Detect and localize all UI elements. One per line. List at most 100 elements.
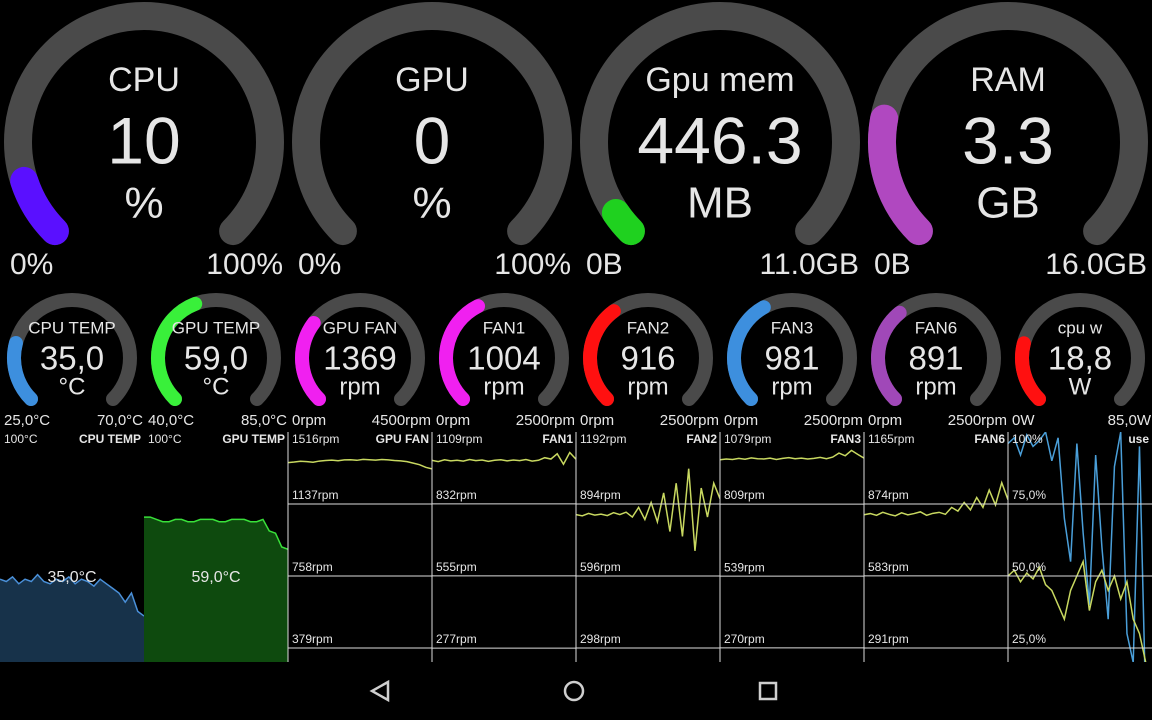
gauge-unit: rpm — [339, 373, 380, 400]
gauge-title: GPU — [395, 61, 469, 99]
y-tick-label: 555rpm — [436, 560, 477, 574]
gauge-fill — [151, 296, 203, 407]
panel-title: FAN6 — [974, 432, 1005, 446]
recents-button[interactable] — [758, 681, 778, 701]
y-tick-label: 539rpm — [724, 560, 765, 574]
gauge-fill — [601, 199, 645, 246]
y-tick-label: 379rpm — [292, 632, 333, 646]
gauge-value: 1004 — [467, 340, 540, 377]
gauge-title: FAN2 — [627, 318, 670, 337]
gauge-max: 85,0W — [1108, 412, 1152, 429]
gauge-min: 0rpm — [868, 412, 902, 429]
y-tick-label: 1109rpm — [436, 432, 482, 446]
gauge-value: 446.3 — [637, 103, 802, 177]
graph-panel — [720, 449, 864, 461]
gauge-unit: GB — [976, 179, 1040, 228]
gauge-unit: MB — [687, 179, 753, 228]
gauge-fill — [1015, 336, 1046, 407]
nav-bar — [369, 679, 778, 703]
gauge-min: 0rpm — [436, 412, 470, 429]
gauge-value: 3.3 — [962, 103, 1054, 177]
gauge-unit: rpm — [627, 373, 668, 400]
gauge-max: 2500rpm — [660, 412, 719, 429]
gauge-max: 70,0°C — [97, 412, 143, 429]
gauge-max: 100% — [206, 248, 283, 281]
gauge-max: 2500rpm — [804, 412, 863, 429]
gauge-title: FAN3 — [771, 318, 814, 337]
gauge-unit: % — [124, 179, 163, 228]
gauge-fill — [7, 335, 38, 407]
panel-title: CPU TEMP — [79, 432, 141, 446]
gauge-min: 0rpm — [580, 412, 614, 429]
graph-panel — [1008, 432, 1147, 662]
back-button[interactable] — [369, 679, 390, 703]
y-tick-label: 25,0% — [1012, 632, 1046, 646]
gauge-value: 1369 — [323, 340, 396, 377]
gauge-min: 0% — [298, 248, 341, 281]
y-tick-label: 596rpm — [580, 560, 621, 574]
gauge-value: 0 — [414, 103, 451, 177]
gauge-fill — [868, 104, 933, 246]
gauge-min: 0% — [10, 248, 53, 281]
graph-panel — [144, 516, 288, 662]
panel-title: FAN2 — [686, 432, 717, 446]
y-tick-label: 894rpm — [580, 488, 621, 502]
y-tick-label: 270rpm — [724, 632, 765, 646]
gauge-unit: °C — [59, 373, 86, 400]
gauge-fill — [727, 300, 771, 407]
gauge-title: GPU FAN — [323, 318, 398, 337]
gauge-value: 916 — [620, 340, 675, 377]
gauge-fill — [439, 299, 486, 407]
y-tick-label: 1516rpm — [292, 432, 339, 446]
y-tick-label: 298rpm — [580, 632, 621, 646]
gauge-max: 85,0°C — [241, 412, 287, 429]
graph-panel — [288, 458, 432, 470]
gauge-unit: rpm — [915, 373, 956, 400]
gauge-unit: W — [1069, 373, 1092, 400]
y-tick-label: 75,0% — [1012, 488, 1046, 502]
gauge-max: 2500rpm — [948, 412, 1007, 429]
gauge-min: 25,0°C — [4, 412, 50, 429]
graph-line — [432, 451, 576, 466]
graph-line — [288, 458, 432, 470]
gauge-fill — [10, 166, 69, 246]
y-tick-label: 758rpm — [292, 560, 333, 574]
home-button[interactable] — [563, 680, 585, 702]
gauge-fill — [295, 315, 326, 407]
gauge-title: CPU TEMP — [28, 318, 116, 337]
gauge-min: 0B — [586, 248, 623, 281]
gauge-unit: rpm — [771, 373, 812, 400]
y-tick-label: 291rpm — [868, 632, 909, 646]
y-tick-label: 277rpm — [436, 632, 477, 646]
gauge-min: 0W — [1012, 412, 1035, 429]
gauge-track — [4, 2, 284, 246]
graph-line — [576, 468, 720, 551]
y-tick-label: 1192rpm — [580, 432, 626, 446]
y-tick-label: 583rpm — [868, 560, 909, 574]
panel-title: GPU TEMP — [222, 432, 285, 446]
y-tick-label: 1079rpm — [724, 432, 771, 446]
gauge-value: 18,8 — [1048, 340, 1112, 377]
gauge-value: 10 — [107, 103, 180, 177]
y-tick-label: 100°C — [148, 432, 182, 446]
graph-line — [1008, 558, 1147, 662]
y-tick-label: 809rpm — [724, 488, 765, 502]
panel-current: 35,0°C — [47, 569, 96, 586]
graph-line — [1008, 432, 1146, 662]
panel-title: GPU FAN — [376, 432, 429, 446]
graph-line — [720, 449, 864, 461]
gauge-track — [580, 2, 860, 246]
y-tick-label: 50,0% — [1012, 560, 1046, 574]
panel-title: FAN3 — [830, 432, 861, 446]
gauge-unit: °C — [203, 373, 230, 400]
gauge-min: 0B — [874, 248, 911, 281]
gauge-max: 100% — [494, 248, 571, 281]
y-tick-label: 1165rpm — [868, 432, 914, 446]
y-tick-label: 1137rpm — [292, 488, 338, 502]
gauge-max: 16.0GB — [1045, 248, 1147, 281]
graph-panel — [432, 451, 576, 466]
gauge-unit: % — [412, 179, 451, 228]
gauge-fill — [583, 304, 621, 407]
graph-area — [0, 574, 144, 662]
